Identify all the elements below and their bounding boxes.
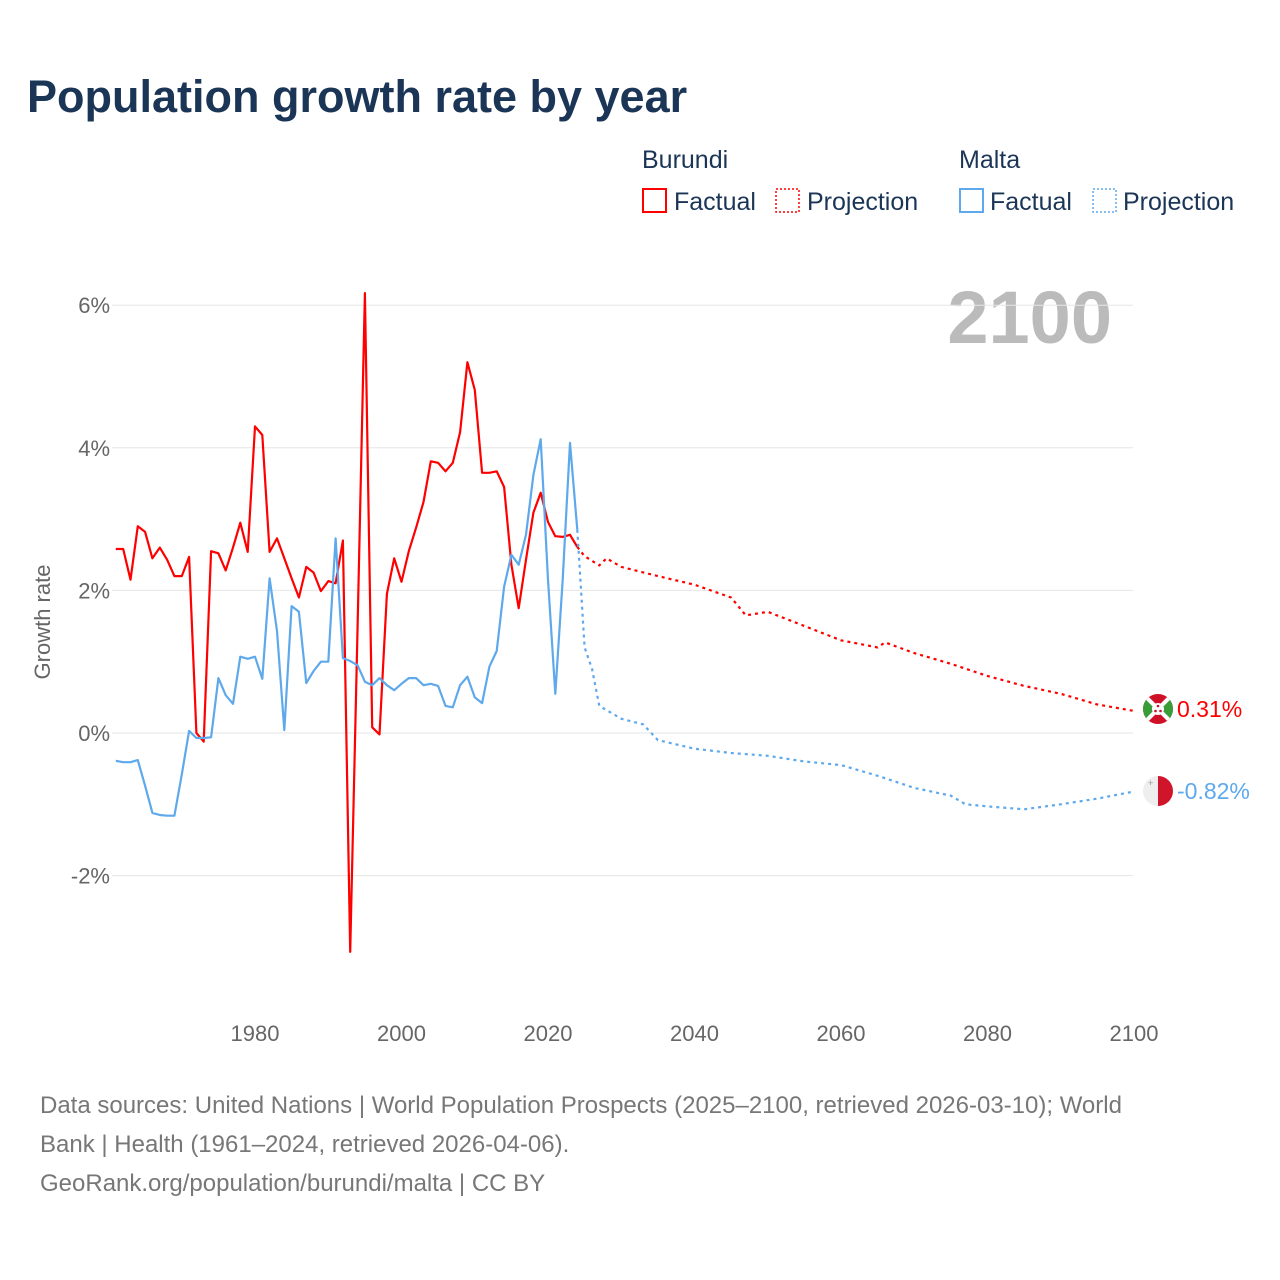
y-tick-label: 0% xyxy=(78,721,110,746)
source-line-1: Data sources: United Nations | World Pop… xyxy=(40,1092,1122,1119)
x-tick-label: 2100 xyxy=(1110,1021,1159,1046)
y-tick-label: 6% xyxy=(78,293,110,318)
x-tick-label: 2000 xyxy=(377,1021,426,1046)
y-tick-label: 4% xyxy=(78,436,110,461)
legend-swatch-burundi-projection xyxy=(775,188,800,213)
current-year-display: 2100 xyxy=(947,276,1112,359)
burundi-flag xyxy=(1143,694,1173,724)
x-tick-label: 1980 xyxy=(231,1021,280,1046)
attribution-link[interactable]: GeoRank.org/population/burundi/malta | C… xyxy=(40,1170,545,1197)
x-tick-label: 2020 xyxy=(524,1021,573,1046)
y-tick-label: 2% xyxy=(78,578,110,603)
source-line-2: Bank | Health (1961–2024, retrieved 2026… xyxy=(40,1131,569,1158)
legend-swatch-malta-factual xyxy=(959,188,984,213)
malta-flag: + xyxy=(1143,776,1173,806)
malta-projection-line xyxy=(576,529,1135,811)
burundi-end-label: 0.31% xyxy=(1177,696,1242,722)
x-tick-label: 2060 xyxy=(817,1021,866,1046)
burundi-factual-line xyxy=(115,292,579,954)
legend-label-malta-projection[interactable]: Projection xyxy=(1123,188,1234,216)
legend: Burundi Factual Projection Malta Factual… xyxy=(642,146,1234,216)
svg-text:+: + xyxy=(1148,778,1153,788)
burundi-projection-line xyxy=(576,546,1135,712)
malta-factual-line xyxy=(115,438,579,817)
x-tick-label: 2080 xyxy=(963,1021,1012,1046)
legend-swatch-burundi-factual xyxy=(642,188,667,213)
y-axis-label: Growth rate xyxy=(30,565,55,680)
x-tick-label: 2040 xyxy=(670,1021,719,1046)
legend-label-burundi-factual[interactable]: Factual xyxy=(674,188,756,216)
chart-title: Population growth rate by year xyxy=(27,71,687,122)
legend-label-malta-factual[interactable]: Factual xyxy=(990,188,1072,216)
malta-end-label: -0.82% xyxy=(1177,778,1250,804)
legend-group-burundi: Burundi xyxy=(642,146,728,174)
legend-group-malta: Malta xyxy=(959,146,1020,174)
y-tick-label: -2% xyxy=(71,864,110,889)
legend-label-burundi-projection[interactable]: Projection xyxy=(807,188,918,216)
legend-swatch-malta-projection xyxy=(1092,188,1117,213)
